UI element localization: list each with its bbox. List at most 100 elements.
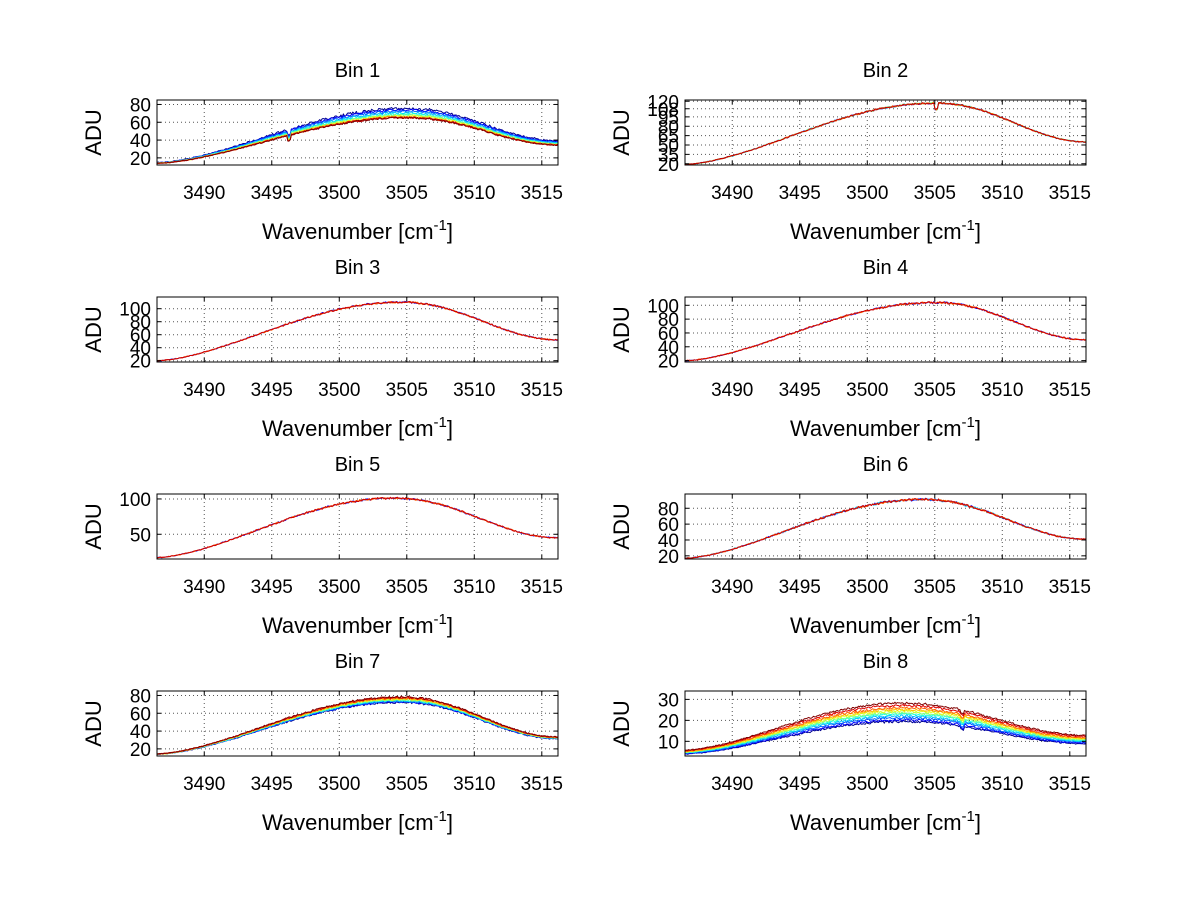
y-tick-label: 40: [130, 722, 151, 743]
y-tick-label: 80: [658, 310, 679, 331]
x-axis-label-end: ]: [447, 810, 453, 835]
series-line-11: [157, 695, 558, 755]
x-axis-label-end: ]: [447, 613, 453, 638]
y-tick-label: 50: [130, 525, 151, 546]
x-axis-label-end: ]: [975, 810, 981, 835]
series-line-9: [685, 706, 1086, 752]
series-group: [157, 695, 558, 755]
x-axis-label: Wavenumber [cm-1]: [790, 611, 981, 638]
x-tick-label: 3490: [183, 577, 225, 598]
x-tick-label: 3495: [779, 774, 821, 795]
x-tick-label: 3490: [711, 774, 753, 795]
x-tick-label: 3505: [386, 380, 428, 401]
x-tick-label: 3505: [914, 774, 956, 795]
y-tick-label: 80: [658, 499, 679, 520]
x-tick-label: 3505: [386, 774, 428, 795]
x-tick-label: 3515: [521, 577, 563, 598]
y-axis-label: ADU: [609, 109, 634, 155]
y-tick-label: 100: [119, 300, 151, 321]
x-tick-label: 3510: [453, 774, 495, 795]
x-tick-label: 3505: [914, 380, 956, 401]
y-tick-label: 40: [130, 131, 151, 152]
axes-box: [156, 99, 559, 166]
x-tick-label: 3510: [981, 183, 1023, 204]
y-tick-label: 80: [130, 686, 151, 707]
y-tick-label: 100: [647, 296, 679, 317]
y-tick-label: 20: [658, 352, 679, 373]
y-tick-label: 120: [647, 92, 679, 113]
x-tick-label: 3510: [981, 577, 1023, 598]
y-tick-label: 65: [658, 127, 679, 148]
y-tick-label: 60: [130, 113, 151, 134]
subplot-title: Bin 1: [335, 60, 381, 82]
series-line-3: [685, 716, 1086, 754]
series-group: [685, 701, 1086, 755]
y-axis-label: ADU: [609, 306, 634, 352]
axes-box: [156, 493, 559, 560]
y-axis-label: ADU: [81, 109, 106, 155]
y-axis-label: ADU: [609, 503, 634, 549]
x-tick-label: 3515: [521, 380, 563, 401]
x-axis-label-end: ]: [447, 416, 453, 441]
y-tick-label: 40: [658, 338, 679, 359]
x-tick-label: 3490: [711, 183, 753, 204]
y-tick-label: 95: [658, 108, 679, 129]
y-tick-label: 20: [658, 711, 679, 732]
x-tick-label: 3510: [453, 577, 495, 598]
x-tick-label: 3490: [183, 380, 225, 401]
y-tick-label: 30: [658, 690, 679, 711]
x-tick-label: 3500: [846, 380, 888, 401]
subplot-title: Bin 5: [335, 454, 381, 476]
x-axis-label-superscript: -1: [962, 217, 975, 234]
x-tick-label: 3490: [183, 183, 225, 204]
x-axis-label-text: Wavenumber [cm: [790, 613, 962, 638]
subplot-title: Bin 8: [863, 651, 909, 673]
x-tick-label: 3495: [251, 774, 293, 795]
series-group: [157, 107, 558, 164]
series-line-7: [685, 709, 1086, 753]
axes-box: [684, 493, 1087, 560]
x-axis-label-text: Wavenumber [cm: [790, 219, 962, 244]
x-tick-label: 3490: [183, 774, 225, 795]
y-tick-label: 50: [658, 136, 679, 157]
x-tick-label: 3500: [318, 774, 360, 795]
series-group: [685, 497, 1086, 559]
x-tick-label: 3505: [386, 183, 428, 204]
x-axis-label-text: Wavenumber [cm: [262, 613, 434, 638]
series-group: [157, 496, 558, 559]
y-tick-label: 60: [658, 324, 679, 345]
x-axis-label-superscript: -1: [434, 414, 447, 431]
x-tick-label: 3505: [386, 577, 428, 598]
x-axis-label: Wavenumber [cm-1]: [262, 808, 453, 835]
series-group: [685, 300, 1086, 362]
series-line-3: [685, 301, 1086, 362]
x-axis-label: Wavenumber [cm-1]: [262, 611, 453, 638]
axes-box: [684, 99, 1087, 166]
x-tick-label: 3500: [318, 183, 360, 204]
x-tick-label: 3500: [846, 774, 888, 795]
x-axis-label: Wavenumber [cm-1]: [262, 414, 453, 441]
x-tick-label: 3490: [711, 380, 753, 401]
x-tick-label: 3500: [846, 577, 888, 598]
y-tick-label: 20: [658, 155, 679, 176]
axes-box: [156, 690, 559, 757]
x-axis-label-text: Wavenumber [cm: [262, 416, 434, 441]
x-axis-label-end: ]: [447, 219, 453, 244]
x-tick-label: 3500: [318, 380, 360, 401]
series-group: [685, 101, 1086, 165]
x-axis-label-superscript: -1: [434, 217, 447, 234]
axes-box: [156, 296, 559, 363]
y-tick-label: 20: [130, 740, 151, 761]
x-axis-label-text: Wavenumber [cm: [790, 810, 962, 835]
y-tick-label: 108: [647, 100, 679, 121]
x-tick-label: 3505: [914, 183, 956, 204]
y-axis-label: ADU: [81, 700, 106, 746]
y-tick-label: 35: [658, 145, 679, 166]
x-axis-label: Wavenumber [cm-1]: [790, 808, 981, 835]
